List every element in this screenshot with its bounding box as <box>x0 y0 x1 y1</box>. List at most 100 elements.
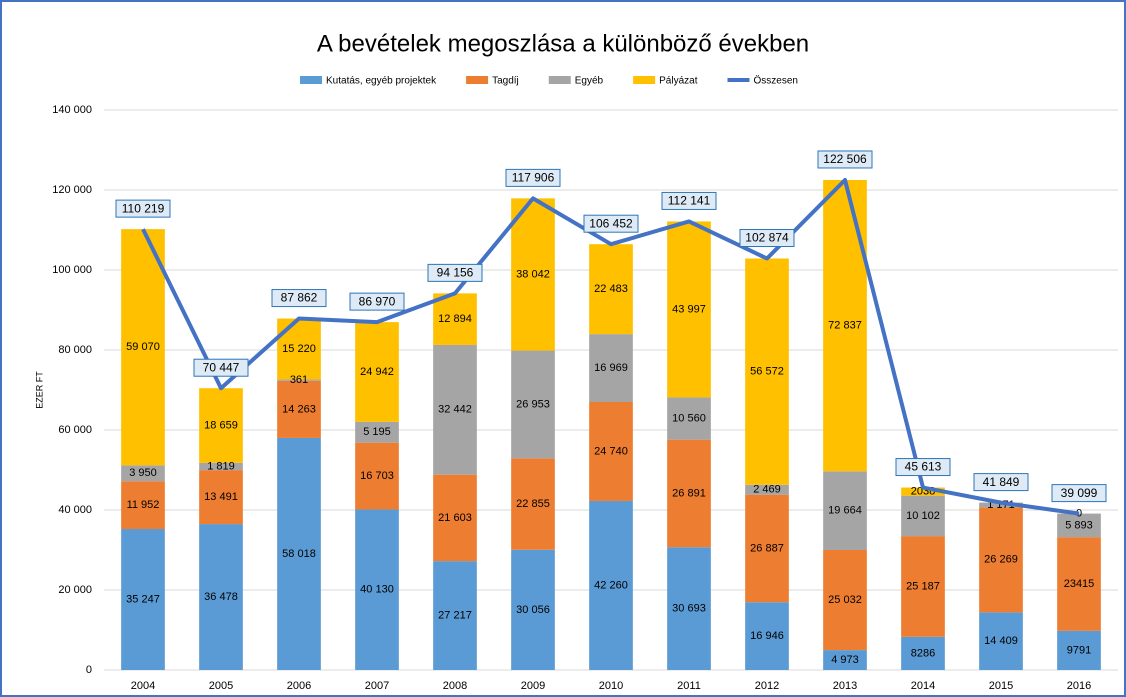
bar-segment <box>823 179 867 472</box>
data-label: 21 603 <box>438 512 472 524</box>
data-label: 5 893 <box>1065 519 1093 531</box>
bar-segment <box>901 487 945 496</box>
bar-segment <box>355 421 399 443</box>
legend-swatch <box>466 76 489 84</box>
chart-title: A bevételek megoszlása a különböző évekb… <box>317 30 809 57</box>
bar-segment <box>511 549 555 670</box>
y-tick-label: 120 000 <box>52 184 92 196</box>
x-tick-label: 2008 <box>443 680 467 692</box>
bar-segment <box>511 198 555 351</box>
x-tick-label: 2005 <box>209 680 233 692</box>
x-tick-label: 2004 <box>131 680 155 692</box>
legend-swatch <box>548 76 571 84</box>
bar-segment <box>199 388 243 463</box>
bar-segment <box>901 536 945 637</box>
bar-segment <box>901 495 945 537</box>
data-label: 12 894 <box>438 313 472 325</box>
bar-segment <box>355 509 399 670</box>
data-label: 8286 <box>911 647 935 659</box>
bar-segment <box>1057 513 1101 538</box>
data-label: 25 032 <box>828 594 862 606</box>
x-tick-label: 2011 <box>677 680 701 692</box>
bar-segment <box>121 481 165 530</box>
data-label: 32 442 <box>438 404 472 416</box>
bar-segment <box>745 258 789 485</box>
data-label: 35 247 <box>126 593 160 605</box>
data-label: 26 887 <box>750 542 784 554</box>
data-label: 26 891 <box>672 487 706 499</box>
x-tick-label: 2009 <box>521 680 545 692</box>
y-tick-label: 20 000 <box>58 584 92 596</box>
y-tick-label: 100 000 <box>52 264 92 276</box>
total-line <box>141 177 1080 516</box>
total-label: 87 862 <box>281 291 318 305</box>
data-label: 361 <box>290 374 308 386</box>
data-label: 18 659 <box>204 419 238 431</box>
bar-segment <box>979 612 1023 670</box>
total-label-box <box>271 289 327 308</box>
bar-segment <box>589 402 633 501</box>
data-label: 42 260 <box>594 579 628 591</box>
total-label: 102 874 <box>745 231 789 245</box>
bar-segment <box>589 500 633 670</box>
data-label: 16 703 <box>360 470 394 482</box>
data-label: 25 187 <box>906 580 940 592</box>
bar-segment <box>823 471 867 550</box>
bar-segment <box>199 470 243 525</box>
total-label: 41 849 <box>983 475 1020 489</box>
y-tick-label: 40 000 <box>58 504 92 516</box>
data-label: 23415 <box>1064 578 1095 590</box>
data-label: 26 269 <box>984 554 1018 566</box>
bar-segment <box>1057 630 1101 670</box>
bar-segment <box>589 334 633 402</box>
bar-segment <box>511 350 555 459</box>
total-label-box <box>349 292 405 311</box>
bar-segment <box>121 529 165 670</box>
total-label-box <box>661 191 717 210</box>
data-label: 3 950 <box>129 467 157 479</box>
bar-segment <box>667 221 711 398</box>
y-tick-label: 0 <box>86 664 92 676</box>
bar-segment <box>433 561 477 670</box>
bar-segment <box>589 244 633 335</box>
x-tick-label: 2006 <box>287 680 311 692</box>
x-tick-label: 2007 <box>365 680 389 692</box>
bar-segment <box>277 437 321 670</box>
bar-segment <box>277 379 321 381</box>
y-tick-label: 60 000 <box>58 424 92 436</box>
legend-label: Tagdíj <box>492 76 519 87</box>
total-label: 70 447 <box>203 360 240 374</box>
data-label: 36 478 <box>204 591 238 603</box>
data-label: 16 969 <box>594 362 628 374</box>
data-label: 14 409 <box>984 635 1018 647</box>
data-label: 38 042 <box>516 268 550 280</box>
data-label: 72 837 <box>828 320 862 332</box>
data-label: 10 102 <box>906 510 940 522</box>
bar-segment <box>121 465 165 482</box>
data-label: 15 220 <box>282 343 316 355</box>
legend-swatch <box>633 76 656 84</box>
bar-segment <box>979 502 1023 508</box>
total-label: 112 141 <box>668 194 711 208</box>
legend-label: Kutatás, egyéb projektek <box>326 76 437 87</box>
x-tick-label: 2012 <box>755 680 779 692</box>
data-label: 22 483 <box>594 283 628 295</box>
data-label: 11 952 <box>127 499 160 511</box>
bar-segment <box>979 507 1023 613</box>
data-label: 9791 <box>1067 644 1091 656</box>
bar-segment <box>745 494 789 603</box>
bar-segment <box>433 344 477 475</box>
data-label: 4 973 <box>831 654 859 666</box>
legend-label: Pályázat <box>659 76 698 87</box>
data-label: 16 946 <box>750 630 784 642</box>
legend-swatch <box>300 76 322 84</box>
y-tick-label: 140 000 <box>52 104 92 116</box>
total-label-box <box>427 263 483 282</box>
bar-segment <box>277 380 321 438</box>
data-label: 30 693 <box>672 603 706 615</box>
bar-segment <box>745 602 789 670</box>
bar-segment <box>199 462 243 471</box>
data-label: 2 469 <box>753 484 781 496</box>
legend-label: Összesen <box>753 75 797 87</box>
